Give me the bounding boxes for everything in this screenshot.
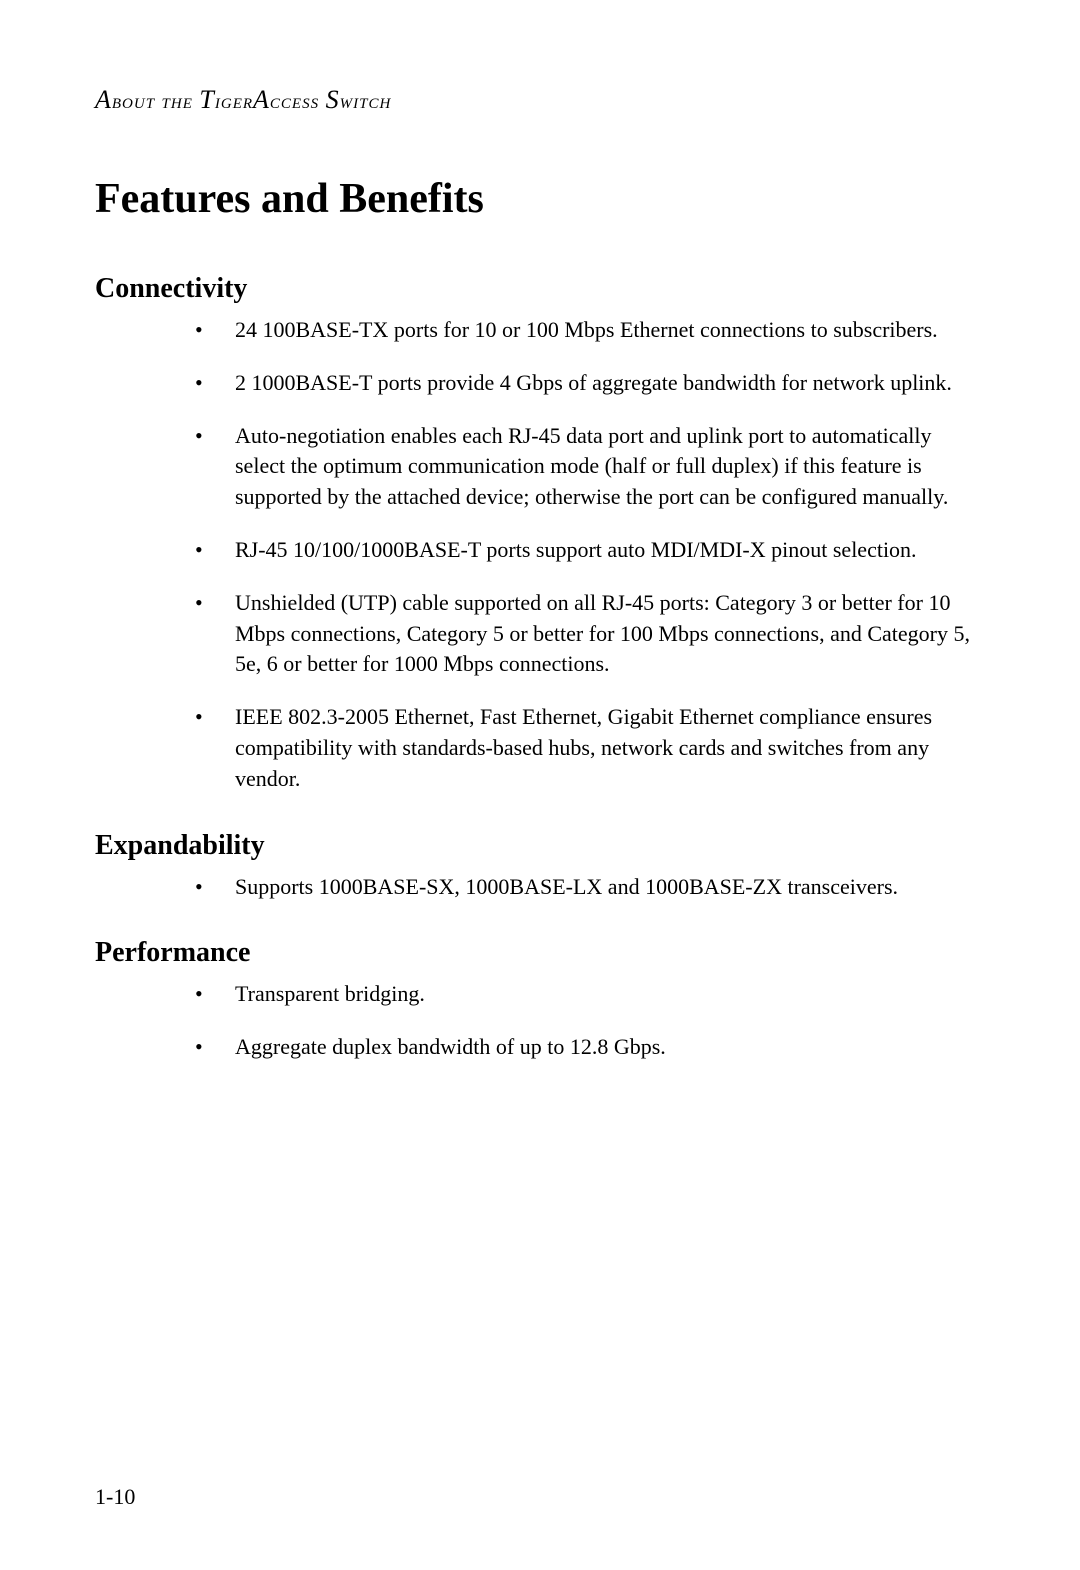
- bullet-text: 2 1000BASE-T ports provide 4 Gbps of agg…: [235, 368, 985, 399]
- bullet-text: IEEE 802.3-2005 Ethernet, Fast Ethernet,…: [235, 702, 985, 794]
- header-text-part2: iger: [215, 88, 253, 113]
- bullet-text: Unshielded (UTP) cable supported on all …: [235, 588, 985, 680]
- list-item: •Aggregate duplex bandwidth of up to 12.…: [95, 1032, 985, 1063]
- list-item: •IEEE 802.3-2005 Ethernet, Fast Ethernet…: [95, 702, 985, 794]
- list-item: •RJ-45 10/100/1000BASE-T ports support a…: [95, 535, 985, 566]
- bullet-text: Transparent bridging.: [235, 979, 985, 1010]
- bullet-text: Aggregate duplex bandwidth of up to 12.8…: [235, 1032, 985, 1063]
- list-item: •Transparent bridging.: [95, 979, 985, 1010]
- list-item: •24 100BASE-TX ports for 10 or 100 Mbps …: [95, 315, 985, 346]
- page-number: 1-10: [95, 1484, 135, 1510]
- bullet-icon: •: [195, 421, 235, 452]
- list-item: •Supports 1000BASE-SX, 1000BASE-LX and 1…: [95, 872, 985, 903]
- bullet-icon: •: [195, 872, 235, 903]
- bullet-text: RJ-45 10/100/1000BASE-T ports support au…: [235, 535, 985, 566]
- bullet-icon: •: [195, 588, 235, 619]
- bullet-icon: •: [195, 702, 235, 733]
- bullet-icon: •: [195, 979, 235, 1010]
- main-title: Features and Benefits: [95, 175, 985, 223]
- bullet-list: •Supports 1000BASE-SX, 1000BASE-LX and 1…: [95, 872, 985, 903]
- page-header: About the TigerAccess Switch: [95, 85, 985, 115]
- sections-container: Connectivity•24 100BASE-TX ports for 10 …: [95, 273, 985, 1063]
- header-text-part4: witch: [340, 88, 392, 113]
- section-title: Performance: [95, 937, 985, 969]
- bullet-list: •Transparent bridging.•Aggregate duplex …: [95, 979, 985, 1063]
- header-text-part3: ccess: [270, 88, 326, 113]
- bullet-icon: •: [195, 368, 235, 399]
- bullet-icon: •: [195, 1032, 235, 1063]
- bullet-icon: •: [195, 315, 235, 346]
- bullet-text: Auto-negotiation enables each RJ-45 data…: [235, 421, 985, 513]
- header-text-part1: bout the: [112, 88, 200, 113]
- bullet-text: Supports 1000BASE-SX, 1000BASE-LX and 10…: [235, 872, 985, 903]
- list-item: •2 1000BASE-T ports provide 4 Gbps of ag…: [95, 368, 985, 399]
- section-title: Expandability: [95, 830, 985, 862]
- bullet-list: •24 100BASE-TX ports for 10 or 100 Mbps …: [95, 315, 985, 795]
- list-item: •Unshielded (UTP) cable supported on all…: [95, 588, 985, 680]
- section-title: Connectivity: [95, 273, 985, 305]
- bullet-icon: •: [195, 535, 235, 566]
- list-item: •Auto-negotiation enables each RJ-45 dat…: [95, 421, 985, 513]
- bullet-text: 24 100BASE-TX ports for 10 or 100 Mbps E…: [235, 315, 985, 346]
